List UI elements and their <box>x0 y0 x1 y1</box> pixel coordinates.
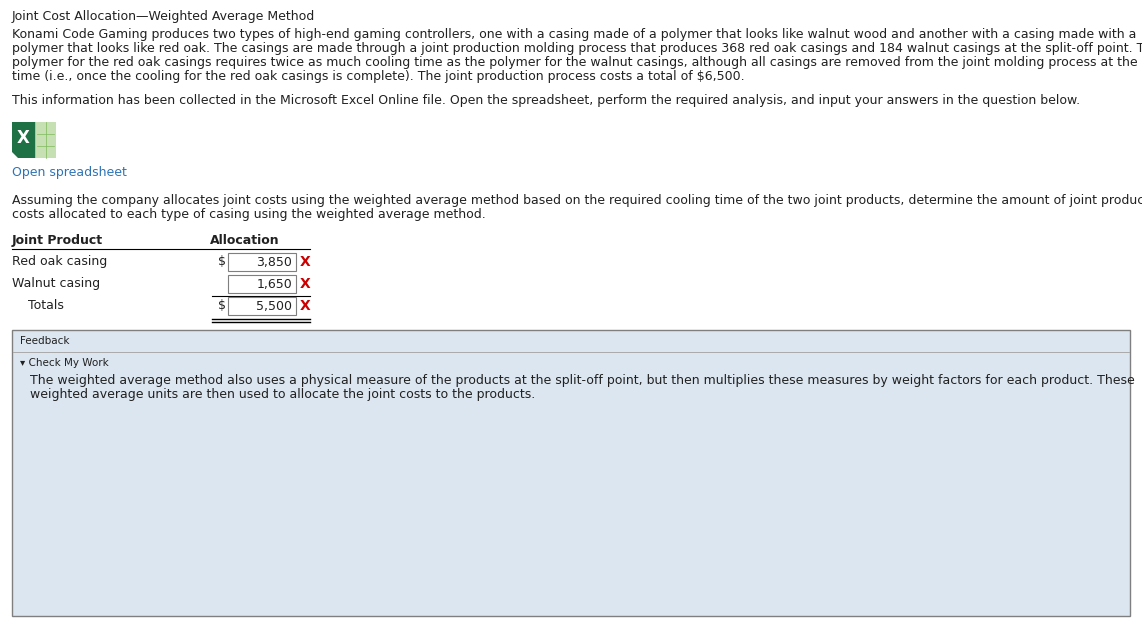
Text: Open spreadsheet: Open spreadsheet <box>13 166 127 179</box>
Text: 1,650: 1,650 <box>256 278 292 291</box>
Bar <box>228 253 296 271</box>
Text: Feedback: Feedback <box>21 336 70 346</box>
Text: 5,500: 5,500 <box>256 300 292 313</box>
Text: Joint Cost Allocation—Weighted Average Method: Joint Cost Allocation—Weighted Average M… <box>13 10 315 23</box>
Bar <box>13 330 1129 616</box>
Text: Red oak casing: Red oak casing <box>13 255 107 268</box>
Text: 3,850: 3,850 <box>256 256 292 269</box>
Text: polymer for the red oak casings requires twice as much cooling time as the polym: polymer for the red oak casings requires… <box>13 56 1142 69</box>
Text: X: X <box>300 277 311 291</box>
Text: X: X <box>17 129 30 147</box>
Text: Allocation: Allocation <box>210 234 280 247</box>
Text: Totals: Totals <box>13 299 64 312</box>
Text: $: $ <box>218 255 226 268</box>
Text: polymer that looks like red oak. The casings are made through a joint production: polymer that looks like red oak. The cas… <box>13 42 1142 55</box>
Bar <box>228 297 296 315</box>
Text: Joint Product: Joint Product <box>13 234 103 247</box>
Text: weighted average units are then used to allocate the joint costs to the products: weighted average units are then used to … <box>30 388 536 401</box>
Text: Konami Code Gaming produces two types of high-end gaming controllers, one with a: Konami Code Gaming produces two types of… <box>13 28 1136 41</box>
Text: This information has been collected in the Microsoft Excel Online file. Open the: This information has been collected in t… <box>13 94 1080 107</box>
Bar <box>35 122 56 158</box>
Text: Assuming the company allocates joint costs using the weighted average method bas: Assuming the company allocates joint cos… <box>13 194 1142 207</box>
Text: $: $ <box>218 299 226 312</box>
Text: costs allocated to each type of casing using the weighted average method.: costs allocated to each type of casing u… <box>13 208 485 221</box>
Text: The weighted average method also uses a physical measure of the products at the : The weighted average method also uses a … <box>30 374 1135 387</box>
Text: time (i.e., once the cooling for the red oak casings is complete). The joint pro: time (i.e., once the cooling for the red… <box>13 70 745 83</box>
Text: X: X <box>300 299 311 313</box>
Text: Walnut casing: Walnut casing <box>13 277 100 290</box>
Text: X: X <box>300 255 311 269</box>
Text: ▾ Check My Work: ▾ Check My Work <box>21 358 108 368</box>
Bar <box>228 275 296 293</box>
Polygon shape <box>13 122 35 158</box>
